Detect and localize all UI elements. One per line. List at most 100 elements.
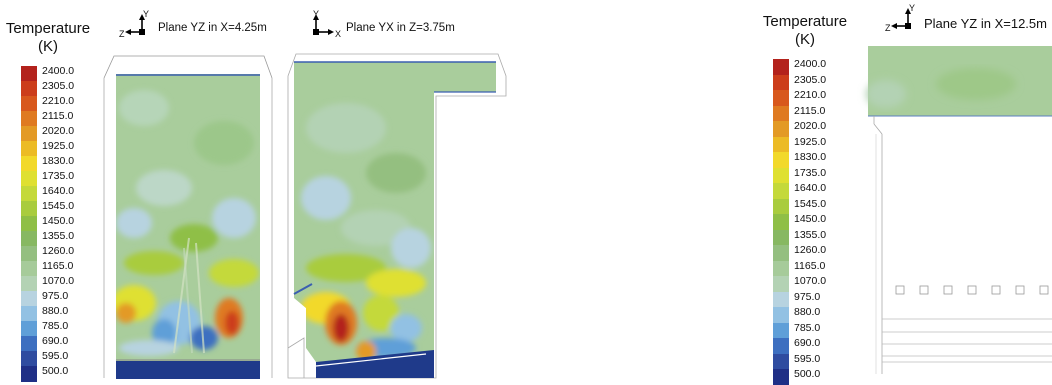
colorbar-swatch	[21, 306, 37, 322]
colorbar-tick-label: 1925.0	[794, 135, 827, 148]
colorbar-tick-label: 1830.0	[42, 155, 75, 167]
colorbar-tick-label: 1165.0	[42, 260, 74, 272]
colorbar-swatch	[773, 338, 789, 354]
colorbar-tick-label: 1355.0	[42, 230, 75, 242]
colorbar-tick-label: 690.0	[794, 337, 821, 349]
plane-title-2: Plane YX in Z=3.75m	[346, 22, 455, 34]
colorbar-swatch	[773, 105, 789, 122]
colorbar-tick-label: 500.0	[42, 365, 69, 377]
colorbar-tick-label: 2020.0	[794, 120, 827, 132]
colorbar-swatch	[773, 121, 789, 137]
colorbar-tick-label: 1355.0	[794, 228, 827, 241]
colorbar-tick-label: 2020.0	[42, 125, 75, 137]
colorbar-tick-label: 785.0	[42, 320, 69, 332]
colorbar-swatch	[773, 59, 789, 75]
colorbar-tick-label: 2115.0	[42, 110, 74, 122]
colorbar-swatch	[773, 245, 789, 261]
colorbar-swatch	[21, 246, 37, 262]
colorbar-swatch	[21, 156, 37, 172]
colorbar-swatch	[773, 307, 789, 323]
legend-title-left-line1: Temperature	[5, 20, 91, 37]
colorbar-swatch	[773, 276, 789, 292]
colorbar-tick-label: 975.0	[794, 290, 821, 303]
contour-plane-3	[866, 46, 1052, 374]
axis-side-label-plane-2: X	[335, 29, 342, 39]
colorbar-swatch	[773, 90, 789, 106]
axis-triad-plane-3	[891, 8, 911, 29]
colorbar-tick-label: 785.0	[794, 321, 821, 334]
colorbar-swatch	[773, 260, 789, 277]
legend-title-right: Temperature (K)	[760, 13, 850, 49]
colorbar-tick-label: 1735.0	[794, 166, 827, 179]
colorbar-tick-label: 1260.0	[794, 244, 827, 256]
colorbar-swatch	[773, 74, 789, 91]
colorbar-swatch	[773, 322, 789, 339]
axis-side-label-plane-1: Z	[119, 29, 125, 39]
colorbar-swatch	[21, 186, 37, 202]
colorbar-swatch	[21, 111, 37, 127]
colorbar-tick-label: 2210.0	[42, 95, 75, 107]
colorbar-tick-label: 2400.0	[42, 65, 75, 77]
colorbar-swatch	[21, 291, 37, 307]
colorbar-tick-label: 2210.0	[794, 89, 827, 101]
legend-title-right-line1: Temperature	[762, 13, 848, 30]
colorbar-tick-label: 500.0	[794, 368, 821, 380]
colorbar-swatch	[773, 369, 789, 385]
colorbar-tick-label: 1735.0	[42, 170, 75, 182]
colorbar-swatch	[773, 183, 789, 199]
colorbar-tick-label: 1545.0	[42, 200, 75, 212]
colorbar-swatch	[21, 261, 37, 277]
colorbar-swatch	[773, 152, 789, 168]
colorbar-tick-label: 1450.0	[42, 215, 75, 227]
colorbar-swatch	[773, 214, 789, 230]
axis-triad-plane-2	[313, 14, 334, 35]
colorbar-tick-label: 1450.0	[794, 213, 827, 225]
colorbar-swatch	[21, 231, 37, 247]
colorbar-swatch	[21, 201, 37, 217]
axis-up-label-plane-1: Y	[143, 9, 150, 19]
colorbar-swatch	[21, 66, 37, 82]
colorbar-swatch	[21, 276, 37, 292]
colorbar-swatch	[21, 126, 37, 142]
colorbar-swatch	[21, 321, 37, 337]
legend-title-right-line2: (K)	[795, 31, 815, 48]
legend-title-left: Temperature (K)	[4, 20, 92, 56]
colorbar-swatch	[773, 229, 789, 246]
colorbar-swatch	[773, 353, 789, 370]
colorbar-tick-label: 1545.0	[794, 197, 827, 210]
colorbar-tick-label: 595.0	[42, 350, 69, 362]
plane-title-3: Plane YZ in X=12.5m	[924, 16, 1047, 31]
colorbar-tick-label: 975.0	[42, 290, 69, 302]
colorbar-swatch	[21, 96, 37, 112]
colorbar-tick-label: 2305.0	[42, 80, 75, 92]
colorbar-tick-label: 595.0	[794, 352, 821, 365]
colorbar-tick-label: 1640.0	[42, 185, 75, 197]
colorbar-tick-label: 1925.0	[42, 140, 75, 152]
colorbar-swatch	[21, 81, 37, 97]
colorbar-swatch	[773, 136, 789, 153]
legend-title-left-line2: (K)	[38, 38, 58, 55]
colorbar-swatch	[773, 198, 789, 215]
colorbar-tick-label: 2400.0	[794, 58, 827, 70]
colorbar-tick-label: 690.0	[42, 335, 69, 347]
colorbar-swatch	[21, 216, 37, 232]
colorbar-swatch	[21, 336, 37, 352]
axis-side-label-plane-3: Z	[885, 23, 891, 33]
colorbar-tick-label: 1070.0	[794, 275, 827, 287]
colorbar-swatch	[21, 366, 37, 382]
plane-title-1: Plane YZ in X=4.25m	[158, 22, 267, 34]
colorbar-tick-label: 1640.0	[794, 182, 827, 194]
colorbar-tick-label: 880.0	[42, 305, 69, 317]
axis-triad-plane-1	[125, 14, 145, 35]
colorbar-tick-label: 1830.0	[794, 151, 827, 163]
axis-up-label-plane-2: Y	[313, 9, 320, 19]
axis-up-label-plane-3: Y	[909, 3, 916, 13]
colorbar-swatch	[773, 167, 789, 184]
colorbar-swatch	[21, 351, 37, 367]
colorbar-tick-label: 880.0	[794, 306, 821, 318]
colorbar-tick-label: 1260.0	[42, 245, 75, 257]
colorbar-swatch	[21, 171, 37, 187]
colorbar-tick-label: 1070.0	[42, 275, 75, 287]
contour-plane-2	[287, 53, 507, 379]
colorbar-tick-label: 2115.0	[794, 104, 826, 117]
